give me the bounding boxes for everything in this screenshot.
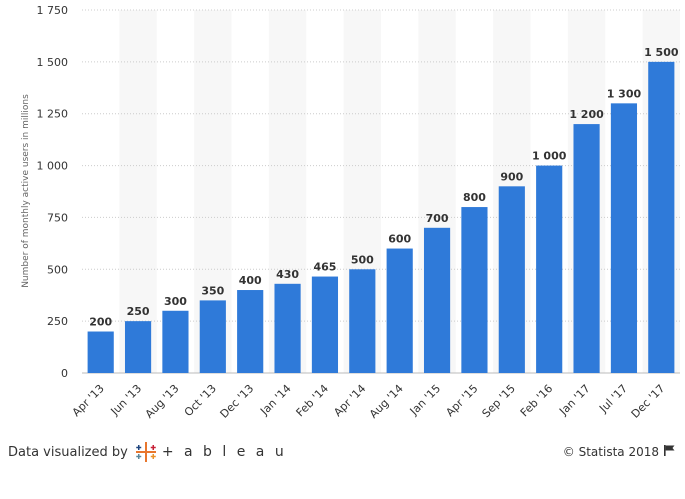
- data-labels: 200 250 300 350 400 430 465 500 600 700 800 900 1 00…: [89, 46, 679, 329]
- y-tick-label: 1 250: [37, 108, 69, 121]
- x-tick-label: Oct '13: [182, 382, 219, 419]
- bar: [573, 124, 600, 373]
- band-1: [119, 10, 157, 373]
- bar: [87, 331, 114, 373]
- data-label: 250: [127, 305, 150, 318]
- footer-copyright[interactable]: © Statista 2018: [563, 440, 675, 464]
- y-tick-label: 1 500: [37, 56, 69, 69]
- bar: [648, 61, 675, 373]
- x-tick-label: Jan '14: [257, 382, 293, 418]
- data-label: 300: [164, 295, 187, 308]
- copyright-text: © Statista 2018: [562, 445, 659, 459]
- data-label: 1 500: [644, 46, 679, 59]
- data-label: 430: [276, 268, 299, 281]
- y-axis-ticks: 0 250 500 750 1 000 1 250 1 500 1 750: [37, 4, 69, 380]
- tableau-wordmark: + a b l e a u: [161, 444, 287, 460]
- y-tick-label: 0: [61, 367, 68, 380]
- flag-icon: [664, 445, 675, 459]
- data-label: 500: [351, 253, 374, 266]
- bar: [349, 269, 376, 373]
- data-label: 800: [463, 191, 486, 204]
- bar: [461, 207, 488, 373]
- data-label: 350: [201, 284, 224, 297]
- data-label: 400: [239, 274, 262, 287]
- x-tick-label: Jul '17: [596, 382, 630, 416]
- tableau-logo: + a b l e a u: [134, 440, 287, 464]
- bar-chart: 0 250 500 750 1 000 1 250 1 500 1 750 200 250 300…: [21, 4, 680, 421]
- y-tick-label: 500: [47, 263, 68, 276]
- data-label: 465: [313, 261, 336, 274]
- y-tick-label: 250: [47, 315, 68, 328]
- y-tick-label: 1 000: [37, 160, 69, 173]
- x-tick-label: Feb '16: [518, 382, 555, 419]
- footer-attribution[interactable]: Data visualized by + a b l e a u: [8, 440, 287, 464]
- x-tick-label: Dec '13: [218, 382, 257, 421]
- bar: [311, 276, 339, 373]
- data-label: 200: [89, 316, 112, 329]
- y-tick-label: 750: [47, 211, 68, 224]
- x-tick-label: Jan '17: [556, 382, 592, 418]
- x-tick-label: Jan '15: [407, 382, 443, 418]
- attribution-text: Data visualized by: [8, 444, 128, 460]
- x-tick-label: Apr '15: [443, 382, 480, 419]
- bar: [536, 165, 563, 373]
- bar: [237, 290, 264, 373]
- bar: [498, 186, 525, 373]
- x-tick-label: Sep '15: [480, 382, 518, 420]
- data-label: 900: [500, 170, 523, 183]
- bars: [87, 61, 675, 373]
- y-axis-title: Number of monthly active users in millio…: [21, 94, 31, 288]
- data-label: 1 000: [532, 150, 567, 163]
- bar: [274, 283, 301, 373]
- data-label: 1 300: [607, 87, 642, 100]
- y-tick-label: 1 750: [37, 4, 69, 17]
- bar: [124, 321, 152, 373]
- data-label: 700: [426, 212, 449, 225]
- x-tick-label: Aug '14: [367, 382, 406, 421]
- tableau-cross-icon: [135, 442, 156, 462]
- x-tick-label: Dec '17: [629, 382, 668, 421]
- x-tick-label: Feb '14: [294, 382, 331, 419]
- data-label: 600: [388, 233, 411, 246]
- x-tick-label: Apr '14: [331, 382, 368, 419]
- bar: [386, 248, 413, 373]
- x-tick-label: Jun '13: [108, 382, 145, 419]
- bar: [423, 227, 451, 373]
- bar: [610, 103, 638, 373]
- x-tick-label: Aug '13: [143, 382, 182, 421]
- x-tick-label: Apr '13: [70, 382, 107, 419]
- bar: [199, 300, 226, 373]
- bar: [162, 310, 189, 373]
- data-label: 1 200: [569, 108, 604, 121]
